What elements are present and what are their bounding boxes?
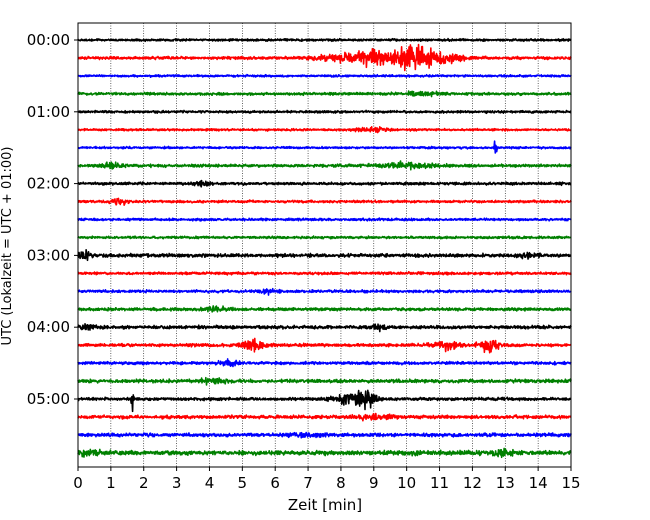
trace-line (77, 270, 572, 276)
x-tick-label: 11 (430, 474, 449, 492)
y-tick-label: 02:00 (27, 175, 70, 193)
y-tick-label: 04:00 (27, 318, 70, 336)
x-tick-label: 5 (238, 474, 248, 492)
trace-line (77, 337, 572, 354)
x-tick-label: 6 (270, 474, 280, 492)
x-tick-label: 7 (303, 474, 313, 492)
trace-line (77, 376, 572, 386)
trace-line (77, 179, 572, 188)
y-tick-label: 03:00 (27, 246, 70, 264)
grid-lines (110, 23, 539, 467)
trace-line (77, 412, 572, 422)
trace-line (77, 160, 572, 171)
y-tick-label: 05:00 (27, 390, 70, 408)
x-tick-label: 15 (561, 474, 580, 492)
y-axis-ticks: 00:00 01:00 02:00 03:00 04:00 05:00 (27, 31, 78, 408)
x-tick-label: 4 (205, 474, 215, 492)
trace-line (77, 249, 572, 262)
trace-line (77, 235, 572, 240)
x-tick-label: 0 (73, 474, 83, 492)
trace-line (77, 125, 572, 134)
trace-line (77, 140, 572, 154)
x-tick-label: 3 (172, 474, 182, 492)
trace-line (77, 109, 572, 115)
plot-frame (77, 22, 572, 468)
x-tick-label: 2 (139, 474, 149, 492)
trace-line (77, 37, 572, 43)
trace-line (77, 431, 572, 439)
trace-line (77, 305, 572, 313)
trace-line (77, 447, 572, 459)
trace-line (77, 358, 572, 368)
x-tick-label: 14 (529, 474, 548, 492)
trace-line (77, 287, 572, 296)
trace-line (77, 197, 572, 206)
y-axis-label: UTC (Lokalzeit = UTC + 01:00) (0, 147, 15, 346)
x-tick-label: 8 (336, 474, 346, 492)
x-tick-label: 12 (463, 474, 482, 492)
x-tick-label: 10 (397, 474, 416, 492)
trace-line (77, 43, 572, 72)
x-tick-label: 9 (369, 474, 379, 492)
trace-line (77, 90, 572, 98)
x-tick-label: 1 (106, 474, 116, 492)
trace-line (77, 217, 572, 222)
trace-line (77, 73, 572, 79)
trace-line (77, 389, 572, 413)
x-axis-ticks: 0 1 2 3 4 5 6 7 8 9 10 11 12 13 14 15 (73, 467, 581, 492)
x-tick-label: 13 (496, 474, 515, 492)
trace-line (77, 322, 572, 333)
x-axis-label: Zeit [min] (288, 496, 362, 514)
trace-group (77, 37, 572, 459)
y-tick-label: 00:00 (27, 31, 70, 49)
y-tick-label: 01:00 (27, 103, 70, 121)
